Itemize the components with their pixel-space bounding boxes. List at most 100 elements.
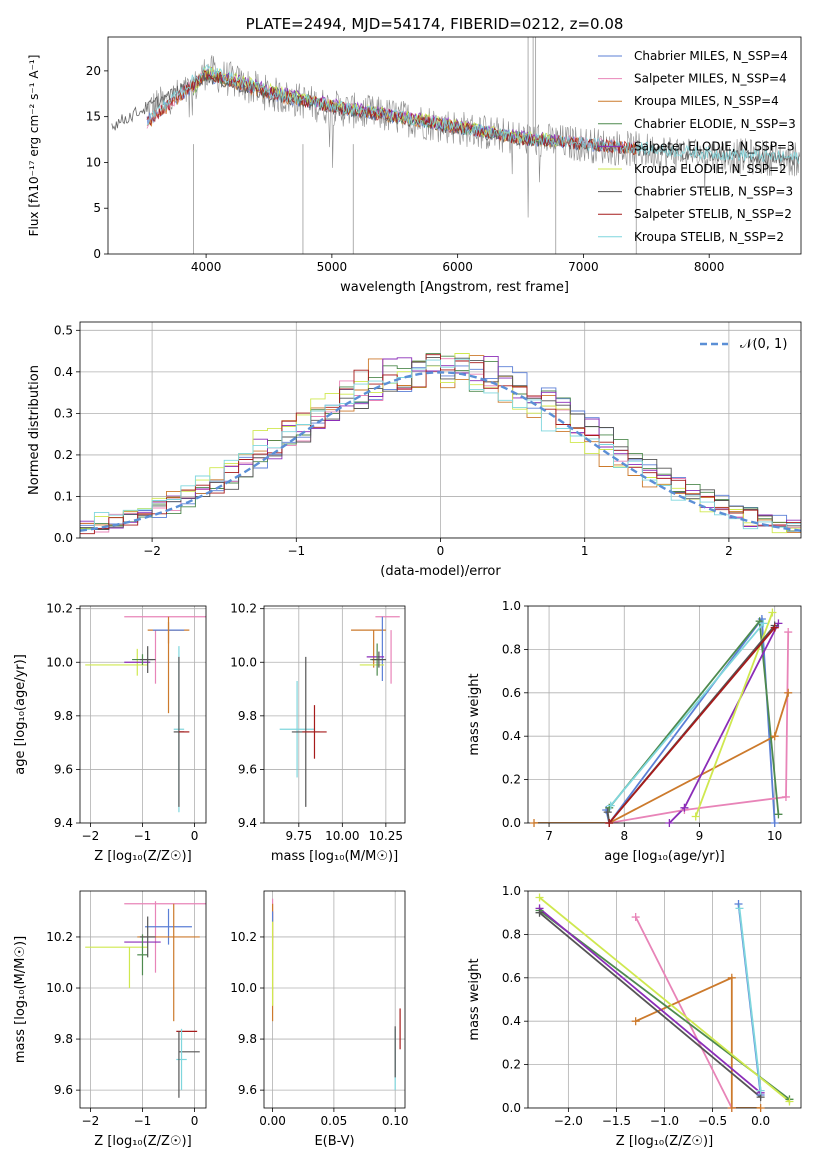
weight-marker <box>781 792 790 801</box>
plot-area-0 <box>111 37 800 254</box>
weight-marker <box>535 893 544 902</box>
weight-marker <box>756 1104 765 1112</box>
y-axis-label: mass weight <box>467 958 482 1040</box>
x-tick-label: −2.0 <box>554 1114 583 1128</box>
x-tick-label: 8000 <box>694 260 725 274</box>
y-axis-label: mass [log₁₀(M/M☉)] <box>13 936 28 1063</box>
x-tick-label: 7 <box>545 829 553 843</box>
residual-histogram <box>80 358 801 531</box>
y-tick-label: 10.2 <box>46 602 73 616</box>
axes-frame <box>263 890 406 1109</box>
y-tick-label: 0.4 <box>54 365 73 379</box>
plot-area-3 <box>264 606 405 823</box>
axes-frame <box>263 605 406 824</box>
y-tick-label: 0.6 <box>502 971 521 985</box>
y-axis-label: age [log₁₀(age/yr)] <box>13 654 28 775</box>
x-tick-label: 5000 <box>317 260 348 274</box>
weight-line <box>608 627 776 823</box>
weight-line <box>538 912 762 1098</box>
plot-area-1 <box>80 322 801 538</box>
y-tick-label: 15 <box>86 110 101 124</box>
x-tick-label: 10.00 <box>325 829 359 843</box>
axes-frame <box>107 36 802 255</box>
y-tick-label: 9.6 <box>238 762 257 776</box>
x-tick-label: 0.05 <box>321 1114 348 1128</box>
weight-line <box>538 907 762 1094</box>
legend-label: Salpeter ELODIE, N_SSP=3 <box>634 139 795 153</box>
weight-marker <box>768 608 777 617</box>
legend-label: Kroupa ELODIE, N_SSP=2 <box>634 162 787 176</box>
y-tick-label: 9.8 <box>54 1032 73 1046</box>
weight-marker <box>784 688 793 697</box>
x-tick-label: 0 <box>191 1114 199 1128</box>
y-tick-label: 10.2 <box>230 930 257 944</box>
weight-marker <box>774 810 783 819</box>
plot-area-4 <box>528 606 801 823</box>
y-tick-label: 9.6 <box>238 1083 257 1097</box>
y-tick-label: 0.5 <box>54 323 73 337</box>
chart-title: PLATE=2494, MJD=54174, FIBERID=0212, z=0… <box>246 15 624 33</box>
y-tick-label: 9.8 <box>238 1032 257 1046</box>
y-tick-label: 0.4 <box>502 729 521 743</box>
weight-marker <box>606 801 615 810</box>
weight-marker <box>631 1017 640 1026</box>
legend-label: Chabrier MILES, N_SSP=4 <box>634 49 788 63</box>
weight-line <box>534 692 790 823</box>
legend-label: Kroupa MILES, N_SSP=4 <box>634 94 779 108</box>
plot-area-5 <box>80 891 206 1108</box>
plot-area-7 <box>528 891 801 1108</box>
weight-marker <box>770 623 779 632</box>
weight-marker <box>691 812 700 821</box>
y-tick-label: 9.6 <box>54 762 73 776</box>
x-tick-label: −1 <box>134 829 152 843</box>
weight-marker <box>756 1086 765 1095</box>
axes-frame <box>527 890 802 1109</box>
gaussian-curve <box>80 371 801 532</box>
y-tick-label: 0.2 <box>54 448 73 462</box>
x-tick-label: 6000 <box>442 260 473 274</box>
legend-label: 𝒩(0, 1) <box>740 337 787 352</box>
x-axis-label: mass [log₁₀(M/M☉)] <box>271 849 398 864</box>
x-tick-label: −2 <box>82 1114 100 1128</box>
y-tick-label: 1.0 <box>502 599 521 613</box>
x-tick-label: 7000 <box>568 260 599 274</box>
x-axis-label: Z [log₁₀(Z/Z☉)] <box>616 1134 713 1149</box>
weight-line <box>610 622 765 807</box>
weight-marker <box>530 819 539 827</box>
y-tick-label: 9.6 <box>54 1083 73 1097</box>
x-tick-label: 0.10 <box>382 1114 409 1128</box>
weight-line <box>609 631 790 823</box>
x-tick-label: −1.5 <box>602 1114 631 1128</box>
x-axis-label: wavelength [Angstrom, rest frame] <box>340 280 569 295</box>
x-tick-label: 0 <box>437 544 445 558</box>
weight-line <box>634 916 733 1108</box>
y-tick-label: 0.2 <box>502 1058 521 1072</box>
x-axis-label: Z [log₁₀(Z/Z☉)] <box>94 849 191 864</box>
x-tick-label: 0 <box>191 829 199 843</box>
weight-line <box>538 896 791 1103</box>
weight-marker <box>735 904 744 913</box>
axes-frame <box>79 321 802 539</box>
y-tick-label: 10.0 <box>46 655 73 669</box>
model-spectrum-line <box>146 64 800 164</box>
y-axis-label: Flux [fλ10⁻¹⁷ erg cm⁻² s⁻¹ A⁻¹] <box>27 55 41 237</box>
y-tick-label: 0.8 <box>502 642 521 656</box>
y-tick-label: 10.2 <box>230 602 257 616</box>
weight-marker <box>605 819 614 827</box>
x-axis-label: (data-model)/error <box>380 564 501 579</box>
y-tick-label: 0.0 <box>502 816 521 830</box>
weight-marker <box>680 803 689 812</box>
weight-marker <box>727 1104 736 1112</box>
y-tick-label: 0.4 <box>502 1014 521 1028</box>
x-tick-label: 9.75 <box>285 829 312 843</box>
plot-area-2 <box>80 606 206 823</box>
weight-line <box>635 976 761 1108</box>
x-tick-label: 1 <box>581 544 589 558</box>
x-tick-label: −1 <box>287 544 305 558</box>
x-tick-label: 10.25 <box>369 829 403 843</box>
x-tick-label: 10 <box>767 829 782 843</box>
y-tick-label: 0.3 <box>54 406 73 420</box>
y-tick-label: 0.8 <box>502 927 521 941</box>
weight-marker <box>759 619 768 628</box>
x-tick-label: −0.5 <box>698 1114 727 1128</box>
